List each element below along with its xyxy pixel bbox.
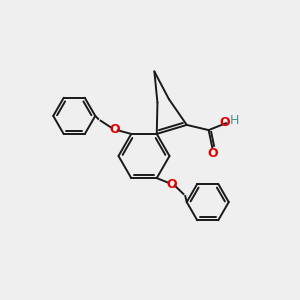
Text: O: O (219, 116, 230, 129)
Text: O: O (167, 178, 177, 190)
Text: H: H (230, 114, 239, 127)
Text: O: O (207, 147, 217, 160)
Text: O: O (110, 123, 120, 136)
